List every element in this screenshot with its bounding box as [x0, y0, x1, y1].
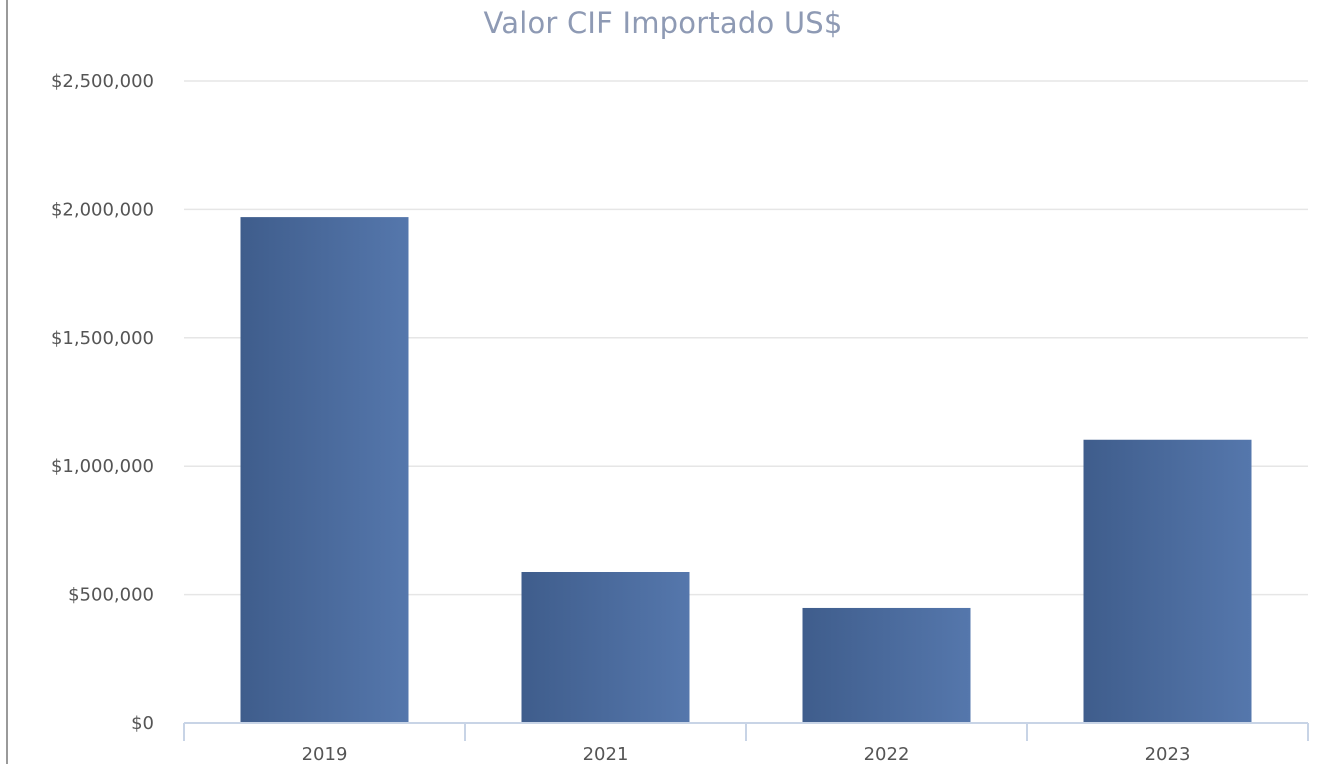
y-tick-label: $1,500,000 — [51, 328, 154, 349]
x-tick-label: 2021 — [583, 744, 629, 764]
x-tick-label: 2023 — [1145, 744, 1191, 764]
chart-title: Valor CIF Importado US$ — [483, 6, 843, 40]
y-tick-label: $500,000 — [68, 585, 154, 606]
y-tick-label: $2,000,000 — [51, 199, 154, 220]
x-tick-label: 2019 — [302, 744, 348, 764]
y-tick-label: $2,500,000 — [51, 71, 154, 92]
y-tick-label: $1,000,000 — [51, 456, 154, 477]
bar-2019[interactable] — [240, 217, 409, 723]
bar-2022[interactable] — [802, 607, 971, 723]
y-tick-label: $0 — [131, 713, 154, 734]
panel-left-border — [6, 0, 8, 764]
bar-2021[interactable] — [521, 572, 690, 723]
x-tick-label: 2022 — [864, 744, 910, 764]
bar-2023[interactable] — [1083, 439, 1252, 723]
